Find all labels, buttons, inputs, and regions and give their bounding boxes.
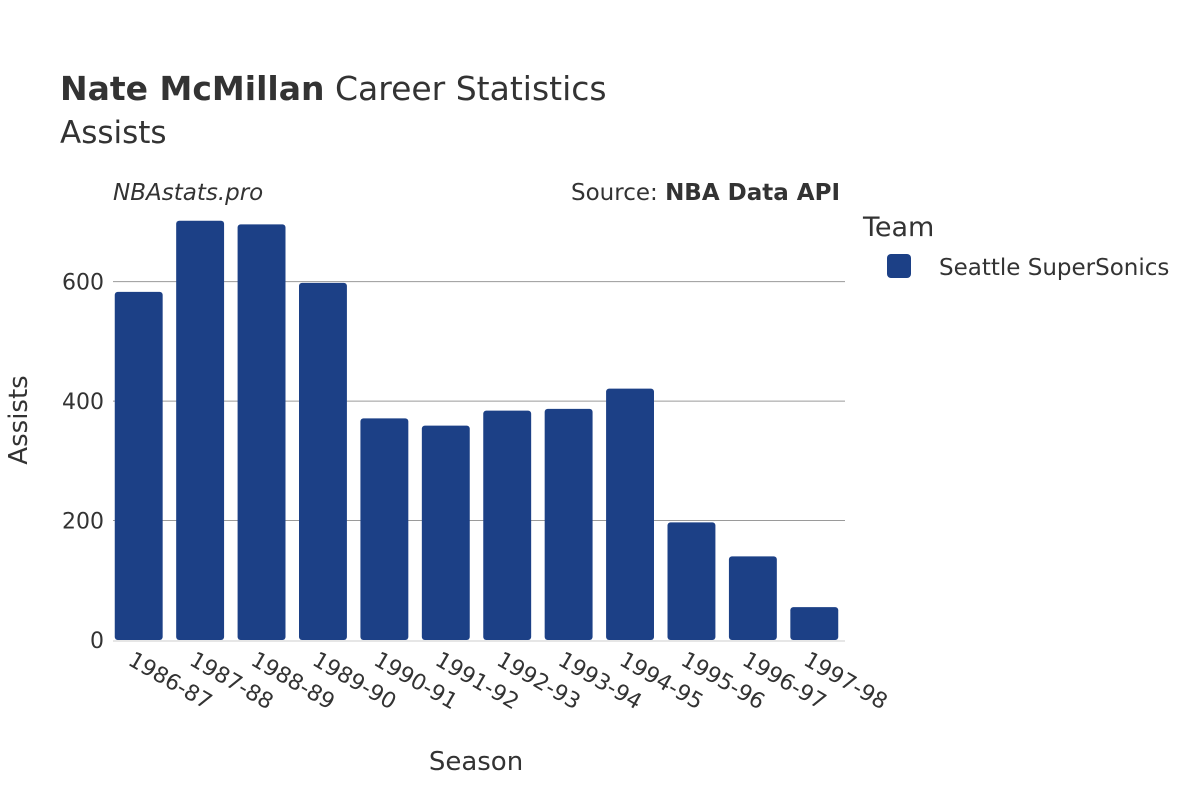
legend-swatch[interactable] (887, 254, 911, 278)
y-tick-label: 200 (62, 510, 104, 535)
bar[interactable] (299, 282, 347, 640)
gridlines (113, 281, 845, 522)
bar[interactable] (237, 224, 286, 641)
chart-subtitle: Assists (60, 115, 167, 151)
bar[interactable] (728, 556, 777, 640)
bar[interactable] (114, 291, 163, 640)
legend-title: Team (862, 212, 934, 243)
bar[interactable] (790, 607, 839, 640)
source-name: NBA Data API (665, 180, 840, 206)
bar[interactable] (606, 388, 654, 640)
x-axis-title: Season (429, 747, 523, 777)
bar[interactable] (360, 418, 409, 640)
chart-title-suffix: Career Statistics (324, 69, 606, 108)
y-tick-label: 600 (62, 271, 104, 296)
source-label: Source: NBA Data API (571, 180, 840, 206)
y-axis-title: Assists (4, 375, 34, 464)
bar[interactable] (544, 408, 593, 640)
bar[interactable] (667, 522, 716, 640)
chart-title-player: Nate McMillan (60, 69, 324, 108)
legend[interactable]: Seattle SuperSonics (887, 254, 1169, 281)
bar[interactable] (483, 410, 532, 640)
y-tick-labels: 0 200 400 600 (62, 271, 104, 654)
watermark: NBAstats.pro (113, 180, 263, 206)
source-prefix: Source: (571, 180, 665, 206)
y-tick-label: 400 (62, 390, 104, 415)
y-tick-label: 0 (90, 629, 104, 654)
bar[interactable] (176, 220, 225, 640)
legend-label[interactable]: Seattle SuperSonics (939, 255, 1169, 281)
x-tick-labels: 1986-871987-881988-891989-901990-911991-… (124, 648, 892, 716)
chart-title: Nate McMillan Career Statistics (60, 69, 607, 108)
bar[interactable] (421, 425, 470, 640)
bars (114, 220, 839, 641)
